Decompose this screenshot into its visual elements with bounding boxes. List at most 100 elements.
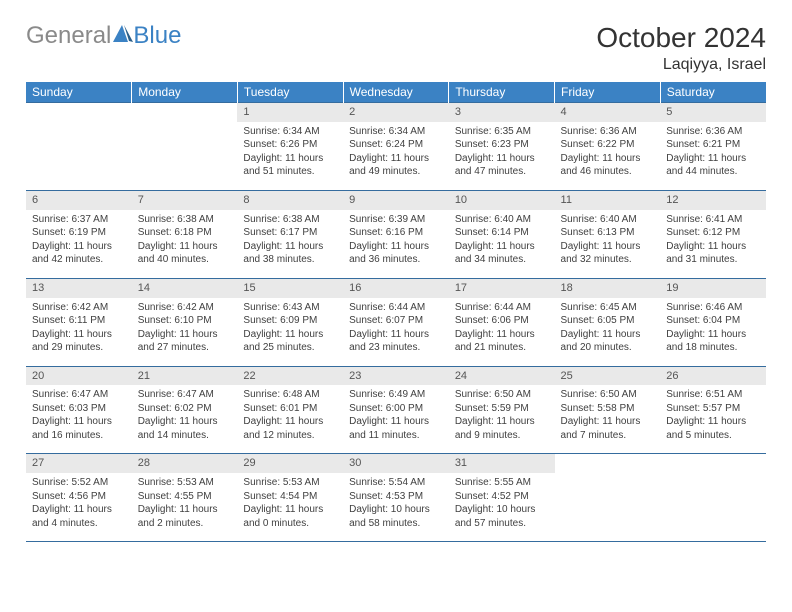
sunset-text: Sunset: 5:57 PM — [666, 402, 760, 416]
day-body: Sunrise: 6:47 AMSunset: 6:03 PMDaylight:… — [26, 385, 132, 453]
day-number — [132, 103, 238, 122]
weekday-header: Tuesday — [237, 82, 343, 103]
daylight-text-1: Daylight: 11 hours — [455, 152, 549, 166]
calendar-cell — [660, 454, 766, 542]
sunrise-text: Sunrise: 6:42 AM — [32, 301, 126, 315]
daylight-text-1: Daylight: 11 hours — [349, 415, 443, 429]
day-body: Sunrise: 6:44 AMSunset: 6:06 PMDaylight:… — [449, 298, 555, 366]
day-number: 22 — [237, 367, 343, 386]
day-body: Sunrise: 5:53 AMSunset: 4:54 PMDaylight:… — [237, 473, 343, 541]
daylight-text-1: Daylight: 11 hours — [138, 328, 232, 342]
daylight-text-1: Daylight: 11 hours — [349, 240, 443, 254]
daylight-text-2: and 49 minutes. — [349, 165, 443, 179]
day-body: Sunrise: 6:49 AMSunset: 6:00 PMDaylight:… — [343, 385, 449, 453]
daylight-text-2: and 12 minutes. — [243, 429, 337, 443]
daylight-text-2: and 23 minutes. — [349, 341, 443, 355]
sunrise-text: Sunrise: 6:41 AM — [666, 213, 760, 227]
day-body: Sunrise: 5:54 AMSunset: 4:53 PMDaylight:… — [343, 473, 449, 541]
daylight-text-2: and 34 minutes. — [455, 253, 549, 267]
sunset-text: Sunset: 6:16 PM — [349, 226, 443, 240]
weekday-header: Wednesday — [343, 82, 449, 103]
weekday-header: Saturday — [660, 82, 766, 103]
sunset-text: Sunset: 6:03 PM — [32, 402, 126, 416]
daylight-text-1: Daylight: 11 hours — [666, 415, 760, 429]
daylight-text-2: and 57 minutes. — [455, 517, 549, 531]
daylight-text-1: Daylight: 11 hours — [138, 415, 232, 429]
daylight-text-2: and 0 minutes. — [243, 517, 337, 531]
sunrise-text: Sunrise: 6:49 AM — [349, 388, 443, 402]
sunrise-text: Sunrise: 6:43 AM — [243, 301, 337, 315]
sunrise-text: Sunrise: 6:34 AM — [349, 125, 443, 139]
brand-part1: General — [26, 22, 111, 50]
daylight-text-2: and 32 minutes. — [561, 253, 655, 267]
calendar-cell: 17Sunrise: 6:44 AMSunset: 6:06 PMDayligh… — [449, 278, 555, 366]
daylight-text-2: and 40 minutes. — [138, 253, 232, 267]
daylight-text-2: and 58 minutes. — [349, 517, 443, 531]
sunset-text: Sunset: 4:53 PM — [349, 490, 443, 504]
day-number: 25 — [555, 367, 661, 386]
calendar-cell — [555, 454, 661, 542]
sunrise-text: Sunrise: 6:48 AM — [243, 388, 337, 402]
title-block: October 2024 Laqiyya, Israel — [596, 22, 766, 74]
sunrise-text: Sunrise: 6:37 AM — [32, 213, 126, 227]
calendar-cell: 23Sunrise: 6:49 AMSunset: 6:00 PMDayligh… — [343, 366, 449, 454]
day-number: 26 — [660, 367, 766, 386]
daylight-text-2: and 11 minutes. — [349, 429, 443, 443]
daylight-text-1: Daylight: 10 hours — [349, 503, 443, 517]
day-number: 18 — [555, 279, 661, 298]
calendar-cell: 28Sunrise: 5:53 AMSunset: 4:55 PMDayligh… — [132, 454, 238, 542]
calendar-cell — [26, 103, 132, 191]
day-number: 23 — [343, 367, 449, 386]
day-body: Sunrise: 5:53 AMSunset: 4:55 PMDaylight:… — [132, 473, 238, 541]
day-body — [660, 473, 766, 541]
daylight-text-1: Daylight: 11 hours — [138, 503, 232, 517]
daylight-text-2: and 20 minutes. — [561, 341, 655, 355]
day-body: Sunrise: 6:48 AMSunset: 6:01 PMDaylight:… — [237, 385, 343, 453]
sunset-text: Sunset: 4:52 PM — [455, 490, 549, 504]
weekday-header: Monday — [132, 82, 238, 103]
daylight-text-2: and 29 minutes. — [32, 341, 126, 355]
day-body: Sunrise: 6:39 AMSunset: 6:16 PMDaylight:… — [343, 210, 449, 278]
daylight-text-1: Daylight: 11 hours — [455, 415, 549, 429]
daylight-text-2: and 46 minutes. — [561, 165, 655, 179]
calendar-cell: 19Sunrise: 6:46 AMSunset: 6:04 PMDayligh… — [660, 278, 766, 366]
sunrise-text: Sunrise: 6:47 AM — [32, 388, 126, 402]
day-body: Sunrise: 6:45 AMSunset: 6:05 PMDaylight:… — [555, 298, 661, 366]
calendar-cell: 25Sunrise: 6:50 AMSunset: 5:58 PMDayligh… — [555, 366, 661, 454]
sunrise-text: Sunrise: 6:50 AM — [561, 388, 655, 402]
day-number: 5 — [660, 103, 766, 122]
sunset-text: Sunset: 6:00 PM — [349, 402, 443, 416]
daylight-text-1: Daylight: 11 hours — [32, 328, 126, 342]
daylight-text-1: Daylight: 11 hours — [243, 415, 337, 429]
sunrise-text: Sunrise: 6:40 AM — [561, 213, 655, 227]
calendar-cell: 5Sunrise: 6:36 AMSunset: 6:21 PMDaylight… — [660, 103, 766, 191]
day-body: Sunrise: 6:41 AMSunset: 6:12 PMDaylight:… — [660, 210, 766, 278]
sunset-text: Sunset: 6:10 PM — [138, 314, 232, 328]
sunset-text: Sunset: 6:24 PM — [349, 138, 443, 152]
sunrise-text: Sunrise: 6:38 AM — [138, 213, 232, 227]
calendar-cell: 9Sunrise: 6:39 AMSunset: 6:16 PMDaylight… — [343, 190, 449, 278]
day-body: Sunrise: 6:40 AMSunset: 6:14 PMDaylight:… — [449, 210, 555, 278]
sunset-text: Sunset: 6:14 PM — [455, 226, 549, 240]
day-number: 13 — [26, 279, 132, 298]
calendar-cell: 8Sunrise: 6:38 AMSunset: 6:17 PMDaylight… — [237, 190, 343, 278]
daylight-text-1: Daylight: 11 hours — [666, 328, 760, 342]
calendar-cell: 22Sunrise: 6:48 AMSunset: 6:01 PMDayligh… — [237, 366, 343, 454]
sunrise-text: Sunrise: 6:44 AM — [455, 301, 549, 315]
sunset-text: Sunset: 6:06 PM — [455, 314, 549, 328]
sunset-text: Sunset: 6:12 PM — [666, 226, 760, 240]
day-body: Sunrise: 6:36 AMSunset: 6:22 PMDaylight:… — [555, 122, 661, 190]
day-body: Sunrise: 6:37 AMSunset: 6:19 PMDaylight:… — [26, 210, 132, 278]
daylight-text-1: Daylight: 11 hours — [561, 152, 655, 166]
sail-icon — [113, 25, 133, 43]
day-number — [26, 103, 132, 122]
day-number: 27 — [26, 454, 132, 473]
daylight-text-2: and 5 minutes. — [666, 429, 760, 443]
calendar-cell: 31Sunrise: 5:55 AMSunset: 4:52 PMDayligh… — [449, 454, 555, 542]
calendar-head: SundayMondayTuesdayWednesdayThursdayFrid… — [26, 82, 766, 103]
calendar-cell: 27Sunrise: 5:52 AMSunset: 4:56 PMDayligh… — [26, 454, 132, 542]
sunrise-text: Sunrise: 5:52 AM — [32, 476, 126, 490]
day-body — [26, 122, 132, 190]
day-number: 20 — [26, 367, 132, 386]
daylight-text-2: and 16 minutes. — [32, 429, 126, 443]
